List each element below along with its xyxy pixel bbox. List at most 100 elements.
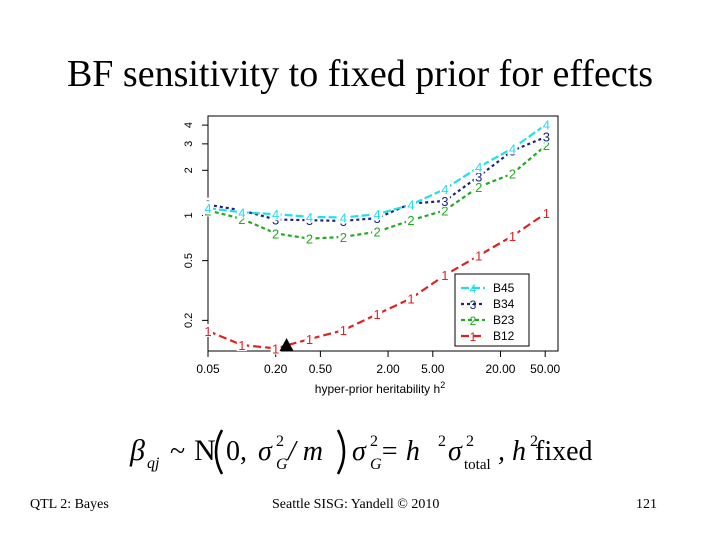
point-bg-B12 [406, 291, 417, 305]
data-point-B12: 1 [204, 324, 211, 339]
plot-frame [207, 115, 559, 352]
formula-comma-h: , h [498, 436, 526, 467]
legend-label-B45: B45 [493, 281, 515, 295]
formula-sup-4: 2 [466, 433, 474, 450]
data-point-B23: 2 [509, 167, 516, 182]
formula-sub-G-2: G [370, 456, 382, 473]
point-bg-B12 [338, 323, 349, 337]
legend-marker-B12: 1 [470, 330, 477, 344]
data-point-B12: 1 [543, 206, 550, 221]
legend-box [454, 273, 530, 347]
series-line-B23 [207, 144, 548, 240]
formula-right-paren [336, 429, 346, 475]
x-tick-label: 2.00 [376, 362, 400, 376]
legend-marker-B45: 4 [470, 282, 477, 296]
point-bg-B23 [473, 179, 484, 193]
point-bg-B45 [507, 141, 518, 155]
y-tick-label: 4 [183, 122, 195, 128]
point-bg-B23 [372, 224, 383, 238]
point-bg-B45 [372, 207, 383, 221]
selected-prior-marker [279, 338, 294, 351]
x-tick-label: 20.00 [485, 362, 515, 376]
point-bg-B23 [406, 213, 417, 227]
point-bg-B12 [507, 228, 518, 242]
point-bg-B12 [203, 323, 213, 337]
data-point-B23: 2 [543, 138, 550, 153]
footer-venue: Seattle SISG: Yandell © 2010 [272, 497, 440, 512]
data-point-B23: 2 [306, 232, 313, 247]
formula-sup-3: 2 [438, 433, 446, 450]
legend-label-B23: B23 [493, 313, 515, 327]
data-point-B12: 1 [374, 307, 381, 322]
bf-sensitivity-chart: 0.05 0.20 0.50 2.00 5.00 20.00 50.000.20.51234… [183, 115, 561, 396]
formula-zero: 0, [226, 436, 247, 467]
formula-sup-5: 2 [530, 433, 538, 450]
point-bg-B34 [473, 169, 484, 183]
chart-series: 1111111111122222222222333333333334444444… [203, 117, 552, 356]
point-bg-B45 [439, 182, 450, 196]
data-point-B45: 4 [475, 160, 482, 175]
data-point-B45: 4 [543, 117, 550, 132]
x-axis-label-sup: 2 [440, 380, 445, 390]
point-bg-B45 [270, 207, 281, 221]
x-tick-label: 0.05 [196, 362, 220, 376]
y-tick-label: 0.2 [183, 313, 195, 328]
data-point-B23: 2 [475, 180, 482, 195]
formula-sup-1: 2 [276, 433, 284, 450]
point-bg-B45 [304, 209, 315, 223]
point-bg-B12 [304, 332, 315, 346]
data-point-B45: 4 [272, 207, 279, 222]
legend-label-B34: B34 [493, 297, 515, 311]
data-point-B45: 4 [374, 207, 381, 222]
x-tick-label: 50.00 [530, 362, 560, 376]
point-bg-B45 [203, 201, 213, 215]
data-point-B23: 2 [441, 203, 448, 218]
point-bg-B34 [541, 129, 552, 143]
point-bg-B23 [439, 203, 450, 217]
data-point-B12: 1 [238, 338, 245, 353]
data-point-B12: 1 [306, 332, 313, 347]
formula-eq-h: = h [380, 436, 420, 467]
data-point-B45: 4 [441, 182, 448, 197]
chart-legend: 4 B45 3 B34 2 B23 1 B12 [454, 273, 530, 347]
point-bg-B23 [541, 137, 552, 151]
data-point-B34: 3 [475, 169, 482, 184]
point-bg-B45 [541, 117, 552, 131]
data-point-B23: 2 [374, 225, 381, 240]
data-point-B12: 1 [407, 291, 414, 306]
x-axis-label-text: hyper-prior heritability h [315, 382, 440, 396]
data-point-B45: 4 [238, 205, 245, 220]
series-line-B45 [207, 123, 548, 219]
formula-tilde: ~ [170, 436, 185, 467]
y-tick-label: 1 [183, 212, 195, 218]
formula-sup-2: 2 [370, 433, 378, 450]
y-tick-label: 0.5 [183, 253, 195, 268]
point-bg-B34 [439, 193, 450, 207]
x-tick-label: 0.50 [309, 362, 333, 376]
formula-left-paren [214, 429, 224, 475]
data-point-B12: 1 [441, 268, 448, 283]
formula-beta: β [129, 434, 145, 467]
point-bg-B23 [304, 231, 315, 245]
prior-formula: β qj ~ N 0, σ 2 G / m σ 2 G = h 2 σ 2 to… [129, 424, 593, 482]
point-bg-B23 [507, 166, 518, 180]
data-point-B45: 4 [204, 201, 211, 216]
data-point-B34: 3 [441, 194, 448, 209]
data-point-B23: 2 [272, 226, 279, 241]
formula-fixed: fixed [535, 436, 593, 467]
legend-marker-B34: 3 [470, 298, 477, 312]
data-point-B45: 4 [509, 141, 516, 156]
data-point-B12: 1 [340, 323, 347, 338]
data-point-B23: 2 [340, 230, 347, 245]
point-bg-B45 [236, 205, 247, 219]
point-bg-B12 [439, 268, 450, 282]
data-point-B45: 4 [340, 210, 347, 225]
prior-formula-svg: β qj ~ N 0, σ 2 G / m σ 2 G = h 2 σ 2 to… [129, 429, 593, 475]
legend-marker-B23: 2 [470, 314, 477, 328]
point-bg-B45 [473, 160, 484, 174]
data-point-B23: 2 [407, 213, 414, 228]
formula-beta-sub: qj [147, 455, 160, 472]
legend-label-B12: B12 [493, 329, 515, 343]
data-point-B12: 1 [509, 229, 516, 244]
